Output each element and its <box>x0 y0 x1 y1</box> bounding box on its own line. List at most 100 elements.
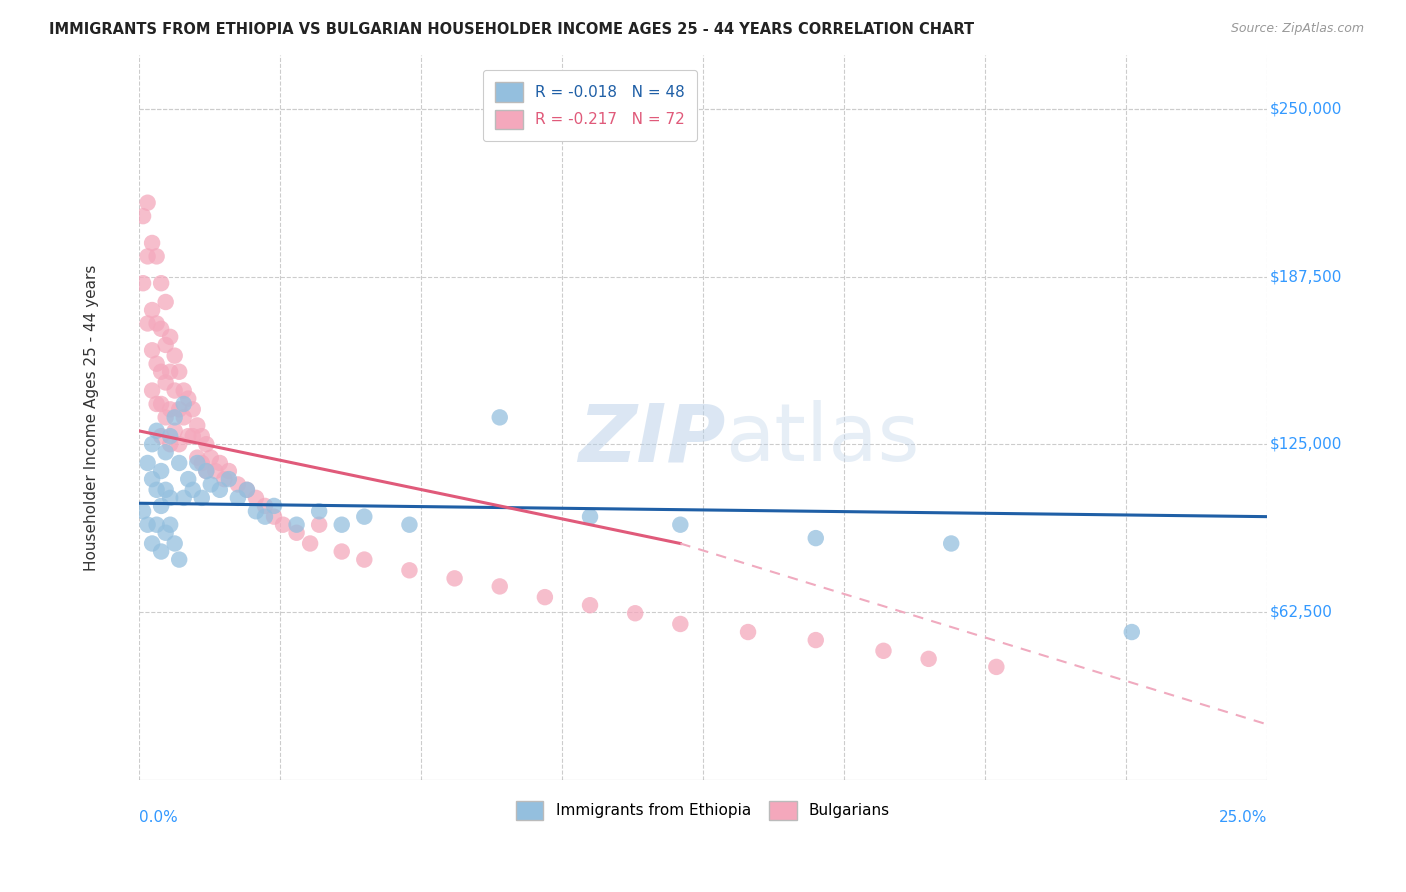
Point <box>181 402 204 417</box>
Text: 0.0%: 0.0% <box>139 810 177 825</box>
Point <box>173 397 195 411</box>
Point <box>669 517 692 532</box>
Point <box>191 456 214 470</box>
Point <box>330 517 353 532</box>
Point <box>191 429 214 443</box>
Point <box>177 429 200 443</box>
Point <box>155 483 177 497</box>
Point <box>330 544 353 558</box>
Text: IMMIGRANTS FROM ETHIOPIA VS BULGARIAN HOUSEHOLDER INCOME AGES 25 - 44 YEARS CORR: IMMIGRANTS FROM ETHIOPIA VS BULGARIAN HO… <box>49 22 974 37</box>
Point <box>141 472 163 486</box>
Point <box>163 349 186 363</box>
Point <box>159 365 181 379</box>
Point <box>208 483 231 497</box>
Point <box>145 424 167 438</box>
Point <box>159 517 181 532</box>
Point <box>159 491 181 505</box>
Point <box>141 437 163 451</box>
Point <box>167 456 190 470</box>
Point <box>398 563 420 577</box>
Point <box>253 499 276 513</box>
Point <box>218 472 240 486</box>
Point <box>136 317 159 331</box>
Point <box>917 652 939 666</box>
Point <box>195 464 218 478</box>
Point <box>214 472 236 486</box>
Point <box>159 437 181 451</box>
Point <box>167 365 190 379</box>
Text: 25.0%: 25.0% <box>1219 810 1267 825</box>
Point <box>132 277 155 291</box>
Text: Source: ZipAtlas.com: Source: ZipAtlas.com <box>1230 22 1364 36</box>
Point <box>167 402 190 417</box>
Point <box>353 509 375 524</box>
Point <box>150 365 173 379</box>
Point <box>132 209 155 223</box>
Point <box>218 464 240 478</box>
Legend: Immigrants from Ethiopia, Bulgarians: Immigrants from Ethiopia, Bulgarians <box>510 795 896 826</box>
Point <box>145 249 167 263</box>
Point <box>271 517 294 532</box>
Point <box>186 456 208 470</box>
Point <box>155 525 177 540</box>
Point <box>226 491 249 505</box>
Point <box>195 464 218 478</box>
Point <box>167 552 190 566</box>
Point <box>145 483 167 497</box>
Point <box>141 303 163 318</box>
Point <box>941 536 963 550</box>
Point <box>624 606 647 620</box>
Point <box>398 517 420 532</box>
Point <box>145 357 167 371</box>
Point <box>155 338 177 352</box>
Point <box>155 295 177 310</box>
Point <box>155 410 177 425</box>
Point <box>159 429 181 443</box>
Point <box>155 445 177 459</box>
Point <box>177 472 200 486</box>
Point <box>488 579 510 593</box>
Text: $62,500: $62,500 <box>1270 605 1333 619</box>
Point <box>226 477 249 491</box>
Point <box>308 504 330 518</box>
Point <box>200 477 222 491</box>
Point <box>285 517 308 532</box>
Point <box>173 410 195 425</box>
Point <box>208 456 231 470</box>
Point <box>737 625 759 640</box>
Point <box>163 536 186 550</box>
Point <box>163 424 186 438</box>
Point <box>150 499 173 513</box>
Text: $125,000: $125,000 <box>1270 437 1341 451</box>
Point <box>141 536 163 550</box>
Point <box>804 531 827 545</box>
Point <box>204 464 226 478</box>
Text: $187,500: $187,500 <box>1270 269 1341 284</box>
Point <box>534 590 557 604</box>
Point <box>136 195 159 210</box>
Point <box>181 483 204 497</box>
Point <box>353 552 375 566</box>
Point <box>159 402 181 417</box>
Point <box>191 491 214 505</box>
Point <box>186 450 208 465</box>
Point <box>145 317 167 331</box>
Point <box>285 525 308 540</box>
Point <box>263 499 285 513</box>
Point <box>141 343 163 358</box>
Point <box>263 509 285 524</box>
Text: $250,000: $250,000 <box>1270 102 1341 116</box>
Point <box>236 483 259 497</box>
Point <box>132 504 155 518</box>
Point <box>150 429 173 443</box>
Point <box>195 437 218 451</box>
Point <box>173 384 195 398</box>
Point <box>145 517 167 532</box>
Point <box>1121 625 1143 640</box>
Point <box>136 517 159 532</box>
Point <box>145 397 167 411</box>
Point <box>804 633 827 648</box>
Point <box>488 410 510 425</box>
Point <box>150 322 173 336</box>
Point <box>163 384 186 398</box>
